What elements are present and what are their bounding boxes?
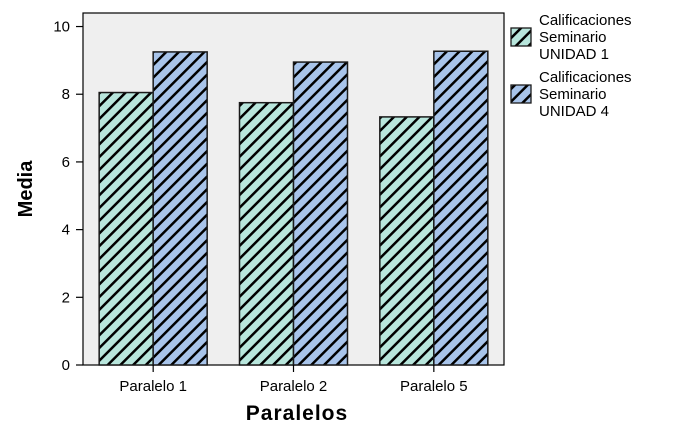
y-axis: 0 2 4 6 8 10 [53, 19, 83, 374]
y-tick-label: 2 [62, 289, 70, 306]
bar-paralelo-5-series-2 [433, 50, 489, 366]
bar-paralelo-5-series-1 [379, 116, 435, 366]
x-tick-label: Paralelo 2 [260, 378, 328, 395]
legend-label-series-1: Seminario [539, 29, 607, 46]
legend-swatch-series-2 [510, 84, 532, 104]
legend-label-series-1: UNIDAD 1 [539, 46, 609, 63]
x-axis: Paralelo 1 Paralelo 2 Paralelo 5 [119, 365, 468, 395]
y-tick-label: 8 [62, 86, 70, 103]
bar-paralelo-2-series-1 [238, 101, 295, 366]
x-axis-title: Paralelos [246, 402, 348, 423]
y-tick-label: 10 [53, 19, 70, 36]
x-tick-label: Paralelo 1 [119, 378, 187, 395]
bar-paralelo-1-series-2 [152, 51, 208, 366]
y-tick-label: 6 [62, 154, 70, 171]
y-tick-label: 0 [62, 357, 70, 374]
legend-label-series-2: Seminario [539, 86, 607, 103]
bar-paralelo-1-series-1 [98, 91, 154, 366]
legend-label-series-1: Calificaciones [539, 12, 632, 29]
x-tick-label: Paralelo 5 [400, 378, 468, 395]
bar-paralelo-2-series-2 [292, 61, 349, 366]
bars-group [98, 50, 489, 366]
legend-label-series-2: UNIDAD 4 [539, 103, 609, 120]
y-tick-label: 4 [62, 222, 70, 239]
legend-swatch-series-1 [510, 27, 532, 47]
legend-label-series-2: Calificaciones [539, 69, 632, 86]
y-axis-title: Media [15, 160, 37, 218]
